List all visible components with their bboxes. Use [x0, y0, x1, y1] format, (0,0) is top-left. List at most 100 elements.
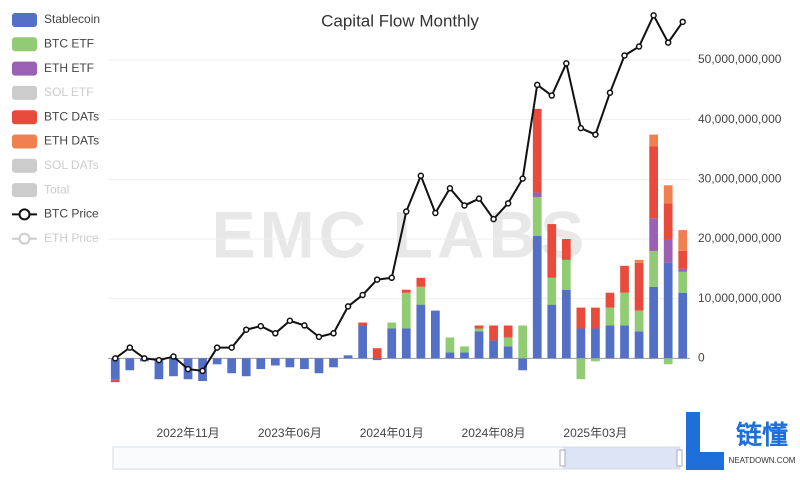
bar	[561, 259, 571, 290]
price-point	[679, 18, 686, 26]
legend-label[interactable]: Total	[44, 182, 69, 196]
price-point	[606, 89, 614, 96]
bar	[227, 358, 237, 374]
bar	[605, 307, 615, 326]
legend-label[interactable]: BTC ETF	[44, 36, 94, 50]
x-tick-label: 2025年03月	[563, 426, 627, 440]
price-point	[504, 200, 512, 207]
price-point	[242, 326, 250, 333]
bar	[285, 358, 295, 368]
bar	[431, 310, 440, 359]
bar	[489, 325, 498, 341]
zoom-handle[interactable]	[559, 449, 566, 467]
bar	[314, 358, 324, 374]
price-point	[432, 209, 439, 217]
price-point	[330, 330, 337, 337]
bar	[474, 328, 484, 332]
zoom-handle[interactable]	[676, 449, 683, 467]
bar	[591, 328, 600, 359]
legend-label[interactable]: ETH ETF	[44, 61, 94, 75]
legend-label[interactable]: ETH DATs	[44, 134, 99, 148]
bar	[561, 239, 571, 260]
price-point	[548, 92, 556, 99]
bar	[663, 358, 673, 365]
bar	[300, 358, 309, 370]
bar	[445, 337, 455, 353]
bar	[329, 358, 338, 368]
bar	[372, 358, 382, 361]
legend-marker	[18, 232, 31, 245]
bar	[649, 146, 658, 219]
price-point	[519, 175, 526, 182]
bar	[212, 358, 222, 365]
bar	[591, 307, 600, 329]
bar	[401, 292, 411, 329]
bar	[532, 108, 542, 193]
bar	[518, 358, 528, 371]
data-zoom[interactable]	[112, 446, 683, 470]
bar	[649, 286, 658, 359]
price-point	[417, 172, 425, 180]
bar	[358, 325, 367, 359]
price-point	[301, 322, 308, 329]
bar	[591, 358, 600, 362]
price-point	[533, 81, 541, 89]
bar	[110, 358, 120, 380]
legend-label[interactable]: SOL DATs	[44, 158, 99, 172]
logo-mark	[686, 412, 724, 470]
x-tick-label: 2024年08月	[462, 426, 526, 440]
legend-marker	[18, 208, 31, 221]
bar	[474, 331, 484, 359]
bar	[649, 218, 658, 251]
bar	[401, 328, 411, 359]
bar	[154, 358, 164, 380]
y-tick-label: 0	[698, 351, 705, 365]
price-point	[213, 344, 221, 351]
bar	[343, 355, 353, 359]
bar	[547, 224, 557, 278]
bar	[372, 348, 382, 359]
legend-label[interactable]: Stablecoin	[44, 12, 100, 26]
price-point	[170, 353, 177, 360]
legend-swatch	[12, 37, 37, 52]
price-point	[359, 291, 366, 299]
bar	[663, 203, 673, 239]
bar	[547, 304, 557, 359]
legend-swatch	[12, 61, 37, 76]
price-point	[373, 276, 381, 283]
legend-label[interactable]: ETH Price	[44, 231, 99, 245]
bar	[605, 325, 615, 359]
bar	[634, 262, 644, 311]
price-point	[141, 355, 148, 362]
bar	[125, 358, 135, 371]
legend-swatch	[12, 134, 37, 149]
bar	[358, 322, 367, 326]
zoom-window[interactable]	[563, 447, 680, 469]
legend-label[interactable]: SOL ETF	[44, 85, 94, 99]
y-tick-label: 30,000,000,000	[698, 172, 782, 186]
legend-swatch	[12, 158, 37, 173]
price-line	[114, 13, 684, 372]
legend-label[interactable]: BTC DATs	[44, 109, 99, 123]
legend-label[interactable]: BTC Price	[44, 207, 99, 221]
logo-site: NEATDOWN.COM	[729, 456, 796, 465]
price-point	[315, 333, 323, 341]
bar	[649, 250, 658, 287]
bar	[460, 346, 469, 353]
legend-swatch	[12, 13, 37, 27]
price-point	[490, 215, 497, 223]
bar	[416, 277, 426, 287]
price-point	[388, 274, 395, 282]
bar	[532, 197, 542, 237]
bar	[503, 346, 513, 359]
bar	[649, 134, 658, 147]
bar	[678, 271, 688, 293]
bar	[678, 292, 688, 359]
y-tick-label: 50,000,000,000	[698, 52, 782, 66]
price-point	[563, 60, 570, 67]
bar	[532, 236, 542, 359]
bar	[605, 292, 615, 308]
bar	[576, 328, 586, 359]
price-point	[155, 356, 163, 364]
